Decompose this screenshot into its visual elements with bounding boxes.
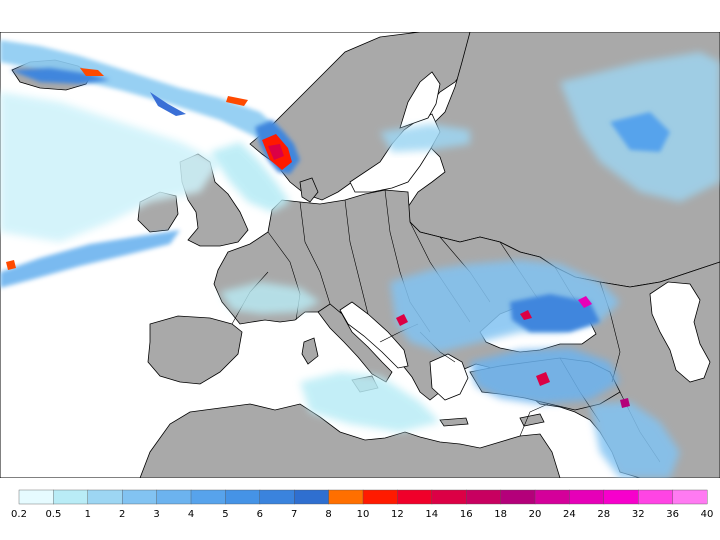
atlantic-rain-field bbox=[0, 92, 220, 242]
legend-label: 14 bbox=[425, 509, 438, 520]
legend-label: 18 bbox=[494, 509, 507, 520]
legend-color-box bbox=[328, 489, 364, 505]
alps-rain bbox=[220, 282, 320, 314]
legend-color-box bbox=[431, 489, 467, 505]
legend-color-box bbox=[294, 489, 330, 505]
baltic-rain bbox=[380, 124, 470, 152]
legend-color-boxes bbox=[18, 489, 708, 505]
norway-peak-core bbox=[268, 144, 284, 160]
italy-land bbox=[317, 303, 393, 383]
legend-color-box bbox=[569, 489, 605, 505]
levant-rain bbox=[590, 402, 680, 478]
crete-land bbox=[439, 417, 469, 427]
legend-color-box bbox=[190, 489, 226, 505]
denmark-land bbox=[299, 177, 319, 203]
legend-label: 40 bbox=[701, 509, 714, 520]
legend-color-box bbox=[500, 489, 536, 505]
gulf-of-bothnia bbox=[399, 71, 441, 129]
legend-color-box bbox=[397, 489, 433, 505]
caspian-sea bbox=[649, 281, 711, 383]
legend-label: 4 bbox=[188, 509, 194, 520]
legend-label: 7 bbox=[291, 509, 297, 520]
legend-color-box bbox=[466, 489, 502, 505]
legend-color-box bbox=[672, 489, 708, 505]
iceland-rain-core bbox=[10, 68, 110, 84]
black-sea-peak-1 bbox=[578, 296, 592, 308]
legend-label: 16 bbox=[460, 509, 473, 520]
central-med-rain bbox=[300, 372, 440, 432]
legend-color-box bbox=[225, 489, 261, 505]
legend-color-box bbox=[18, 489, 54, 505]
levant-peak bbox=[620, 398, 630, 408]
iceland-rain-band bbox=[0, 40, 280, 140]
legend-color-box bbox=[638, 489, 674, 505]
legend-color-box bbox=[603, 489, 639, 505]
legend-label: 0.5 bbox=[45, 509, 61, 520]
precipitation-legend: 0.2 0.5 1 2 3 4 5 6 7 8 10 12 14 16 18 20 24 28 32 36 40 bbox=[11, 489, 713, 520]
legend-color-box bbox=[121, 489, 158, 505]
legend-label: 32 bbox=[632, 509, 645, 520]
precipitation-layer bbox=[0, 40, 720, 478]
black-sea-peak-2 bbox=[520, 310, 532, 320]
legend-labels: 0.2 0.5 1 2 3 4 5 6 7 8 10 12 14 16 18 20 24 28 32 36 40 bbox=[11, 509, 713, 520]
adriatic-sea bbox=[339, 301, 409, 369]
north-africa-land bbox=[139, 403, 561, 478]
south-atlantic-band bbox=[0, 230, 180, 288]
legend-label: 0.2 bbox=[11, 509, 27, 520]
legend-label: 10 bbox=[357, 509, 370, 520]
legend-label: 20 bbox=[529, 509, 542, 520]
iberia-land bbox=[147, 315, 243, 385]
legend-label: 8 bbox=[325, 509, 331, 520]
north-sea-rain bbox=[210, 142, 290, 212]
russia-north-core bbox=[610, 112, 670, 152]
turkey-peak bbox=[536, 372, 550, 386]
aegean-sea bbox=[429, 353, 469, 401]
cyprus-land bbox=[519, 413, 545, 427]
legend-color-box bbox=[156, 489, 192, 505]
legend-label: 3 bbox=[153, 509, 159, 520]
sardinia-land bbox=[301, 337, 319, 365]
norway-coast-peak-1 bbox=[226, 96, 248, 106]
faroe-rain-peak bbox=[150, 92, 186, 116]
legend-color-box bbox=[362, 489, 398, 505]
south-atlantic-peak bbox=[6, 260, 16, 270]
legend-label: 6 bbox=[257, 509, 263, 520]
precipitation-map bbox=[0, 32, 720, 478]
legend-label: 5 bbox=[222, 509, 228, 520]
legend-label: 1 bbox=[85, 509, 91, 520]
legend-color-box bbox=[87, 489, 123, 505]
legend-label: 36 bbox=[666, 509, 679, 520]
black-sea-rain-core bbox=[510, 294, 600, 332]
legend-label: 24 bbox=[563, 509, 576, 520]
balkan-peak bbox=[396, 314, 408, 326]
legend-label: 12 bbox=[391, 509, 404, 520]
iceland-rain-peak bbox=[80, 68, 104, 76]
legend-color-box bbox=[259, 489, 295, 505]
legend-label: 2 bbox=[119, 509, 125, 520]
legend-label: 28 bbox=[597, 509, 610, 520]
legend-color-box bbox=[534, 489, 570, 505]
legend-color-box bbox=[53, 489, 89, 505]
